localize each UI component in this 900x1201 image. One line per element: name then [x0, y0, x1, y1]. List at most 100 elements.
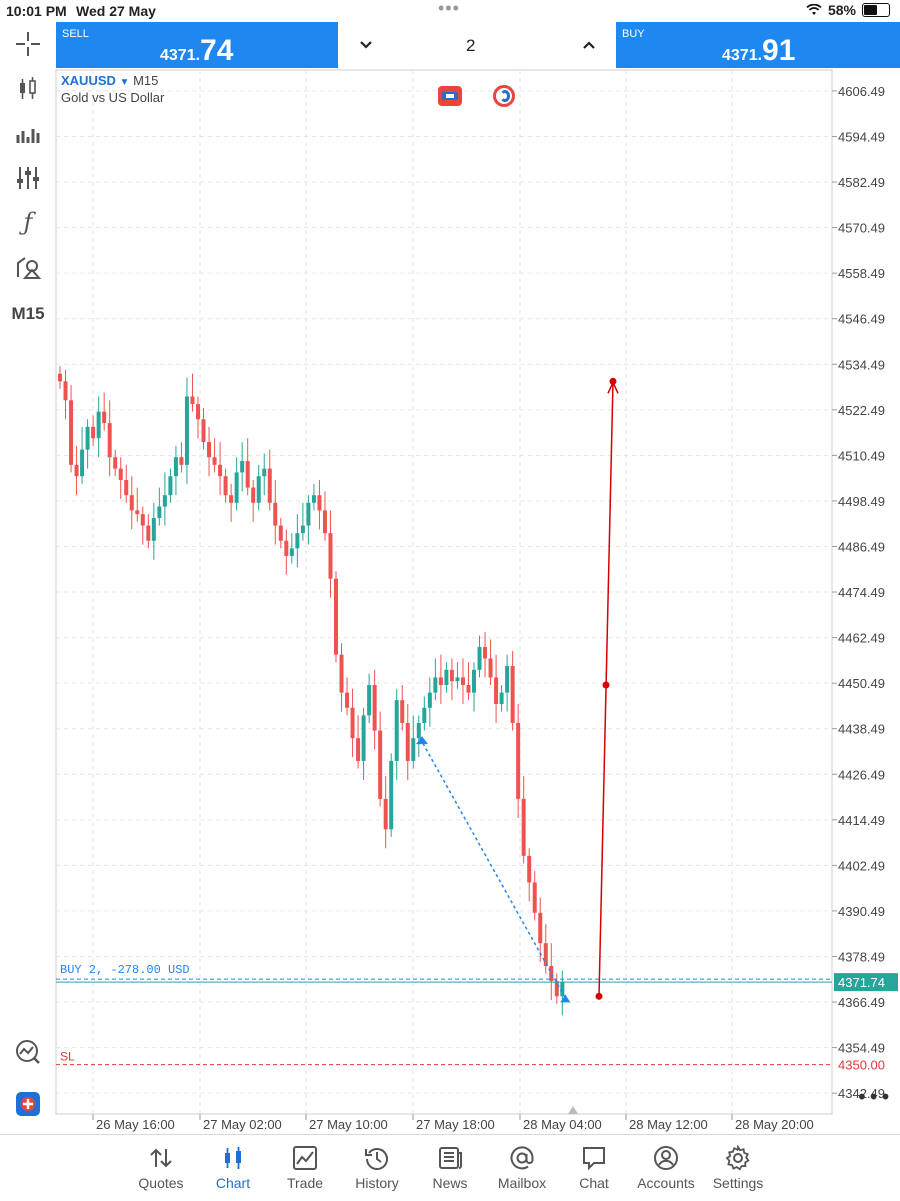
chart-area[interactable]: 4606.49 4594.49 4582.49 4570.49 4558.49 4546.…	[0, 0, 900, 1140]
lot-decrease-icon[interactable]	[360, 34, 372, 55]
battery-icon	[862, 3, 890, 17]
candle-body	[69, 400, 74, 465]
lot-increase-icon[interactable]	[583, 34, 595, 55]
trading-central-icon[interactable]	[14, 1090, 42, 1118]
price-axis-label: 4606.49	[838, 84, 885, 99]
tab-mailbox[interactable]: Mailbox	[486, 1141, 558, 1191]
candle-body	[306, 502, 311, 526]
candle-body	[113, 457, 118, 469]
candle-body	[394, 700, 399, 761]
tab-chart-label: Chart	[215, 1175, 251, 1191]
candle-body	[477, 647, 482, 670]
wifi-icon	[806, 4, 822, 15]
market-analysis-icon[interactable]	[14, 1038, 42, 1066]
signal-icon[interactable]	[493, 85, 515, 107]
candle-body	[157, 506, 162, 518]
indicators-icon[interactable]	[14, 164, 42, 192]
price-axis-label: 4594.49	[838, 129, 885, 144]
quotes-icon	[150, 1148, 172, 1168]
price-axis-label: 4510.49	[838, 448, 885, 463]
tab-history[interactable]: History	[341, 1141, 413, 1191]
tab-chart[interactable]: Chart	[197, 1141, 269, 1191]
position-label[interactable]: BUY 2, -278.00 USD	[60, 963, 190, 977]
time-axis-label: 28 May 04:00	[523, 1117, 602, 1132]
objects-icon[interactable]	[14, 254, 42, 282]
price-axis-label: 4462.49	[838, 631, 885, 646]
trend-line-handle[interactable]	[595, 992, 603, 1000]
candle-body	[483, 647, 488, 659]
candle-body	[85, 426, 90, 450]
candle-body	[378, 730, 383, 799]
timeframe-button[interactable]: M15	[11, 304, 45, 323]
symbol-info[interactable]: XAUUSD ▼ M15 Gold vs US Dollar	[61, 73, 164, 105]
battery-percent: 58%	[827, 2, 856, 18]
trade-icon	[293, 1146, 317, 1170]
more-options-icon[interactable]: •••	[856, 1085, 891, 1109]
buy-label: BUY	[622, 28, 645, 40]
one-click-trading-icon[interactable]	[438, 86, 462, 106]
candle-body	[472, 669, 476, 693]
buy-price-small: 4371.	[722, 47, 763, 64]
symbol-name[interactable]: XAUUSD	[61, 73, 116, 88]
candle-body	[549, 965, 554, 982]
tab-settings[interactable]: Settings	[702, 1141, 774, 1191]
trend-line-handle[interactable]	[602, 681, 610, 689]
status-date: Wed 27 May	[76, 3, 156, 19]
sell-button[interactable]: SELL 4371.74	[56, 22, 338, 68]
lot-value[interactable]: 2	[466, 36, 476, 55]
candle-body	[74, 464, 79, 477]
status-bar: 10:01 PM Wed 27 May ••• 58%	[0, 0, 900, 22]
candle-body	[317, 495, 322, 511]
candle-body	[146, 525, 151, 541]
candle-body	[438, 677, 443, 686]
price-axis-label: 4570.49	[838, 221, 885, 236]
tab-trade[interactable]: Trade	[269, 1141, 341, 1191]
candle-body	[554, 981, 559, 997]
price-axis-label: 4402.49	[838, 858, 885, 873]
candle-body	[262, 468, 267, 477]
price-chart[interactable]: 4606.49 4594.49 4582.49 4570.49 4558.49 4546.…	[0, 0, 900, 1140]
chart-icon	[225, 1147, 241, 1169]
bottom-tab-bar: Quotes Chart Trade History News Mailbox …	[0, 1134, 900, 1201]
tab-quotes[interactable]: Quotes	[125, 1141, 197, 1191]
sl-price-label: 4350.00	[838, 1058, 885, 1073]
price-axis-label: 4414.49	[838, 813, 885, 828]
trend-line[interactable]	[598, 381, 614, 997]
candle-body	[411, 738, 416, 761]
current-price-label: 4371.74	[838, 975, 885, 990]
candle-body	[273, 502, 278, 526]
candle-body	[322, 510, 327, 534]
entry-arrow-icon	[416, 736, 428, 745]
function-icon[interactable]: ƒ	[23, 208, 33, 236]
chart-shift-icon[interactable]	[568, 1106, 578, 1114]
candlestick-style-icon[interactable]	[14, 74, 42, 102]
candle-body	[356, 738, 361, 761]
buy-button[interactable]: BUY 4371.91	[616, 22, 900, 68]
tab-accounts[interactable]: Accounts	[630, 1141, 702, 1191]
candle-body	[80, 449, 85, 477]
symbol-dropdown-icon[interactable]: ▼	[119, 77, 130, 88]
price-axis-label: 4558.49	[838, 266, 885, 281]
sl-label: SL	[60, 1050, 75, 1064]
candle-body	[427, 692, 432, 708]
price-axis-label: 4378.49	[838, 949, 885, 964]
volumes-icon[interactable]	[14, 120, 42, 148]
tab-news[interactable]: News	[414, 1141, 486, 1191]
sl-price-tag	[834, 1055, 898, 1074]
symbol-timeframe: M15	[133, 73, 159, 88]
candle-body	[505, 666, 510, 693]
candle-body	[179, 457, 184, 465]
tab-mailbox-label: Mailbox	[497, 1175, 547, 1191]
candle-body	[444, 669, 449, 686]
candle-body	[218, 464, 223, 477]
settings-icon	[725, 1145, 750, 1171]
crosshair-icon[interactable]	[14, 30, 42, 58]
multitask-dots-icon[interactable]: •••	[438, 0, 460, 18]
candle-body	[245, 461, 250, 488]
tab-chat[interactable]: Chat	[558, 1141, 630, 1191]
candle-body	[433, 677, 438, 693]
symbol-description: Gold vs US Dollar	[61, 90, 165, 105]
candle-body	[339, 654, 344, 693]
candle-body	[494, 677, 499, 704]
candle-body	[328, 533, 333, 579]
